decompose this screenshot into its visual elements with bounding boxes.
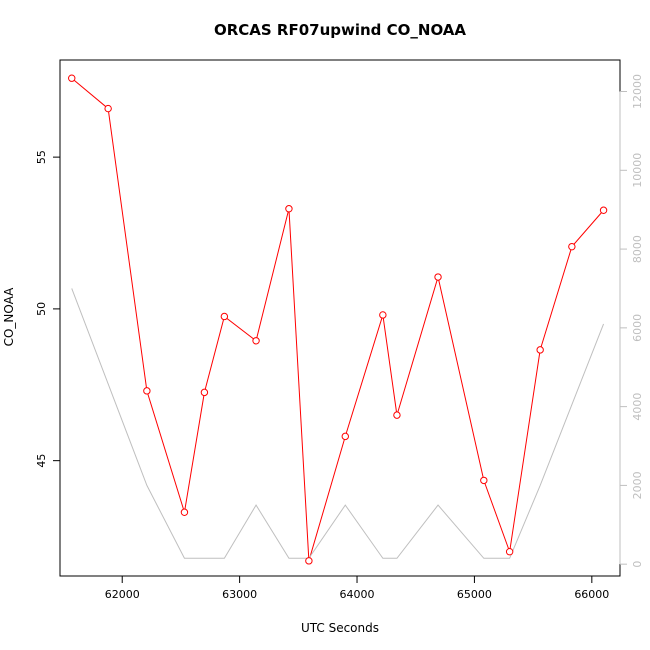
y-axis-label: CO_NOAA xyxy=(2,287,16,347)
x-axis-label: UTC Seconds xyxy=(301,621,379,635)
y2-tick-label: 12000 xyxy=(631,74,644,109)
x-tick-label: 63000 xyxy=(222,588,257,601)
data-point xyxy=(104,104,112,113)
data-point xyxy=(143,387,151,395)
y2-tick-label: 10000 xyxy=(631,153,644,188)
data-point xyxy=(536,346,544,354)
x-tick-label: 65000 xyxy=(457,588,492,601)
data-point xyxy=(252,337,260,345)
series-line-0 xyxy=(71,77,604,561)
y-tick-label: 45 xyxy=(35,454,48,468)
data-point xyxy=(305,557,313,565)
y2-tick-label: 0 xyxy=(631,561,644,568)
data-point xyxy=(393,411,401,419)
data-point xyxy=(505,548,514,556)
chart-title: ORCAS RF07upwind CO_NOAA xyxy=(214,21,466,39)
data-point xyxy=(341,432,349,441)
data-point xyxy=(379,311,387,319)
data-point xyxy=(568,242,576,251)
data-point xyxy=(68,74,76,82)
data-point xyxy=(480,476,488,485)
y-tick-label: 55 xyxy=(35,150,48,164)
series-line-1 xyxy=(71,288,605,559)
axes: 62000 63000 64000 65000 66000 45 50 55 0 2000 4000… xyxy=(35,74,644,601)
data-point xyxy=(200,388,209,397)
data-point xyxy=(285,205,293,213)
x-tick-label: 62000 xyxy=(105,588,140,601)
data-point xyxy=(180,508,189,516)
x-tick-label: 66000 xyxy=(574,588,609,601)
y2-tick-label: 2000 xyxy=(631,471,644,499)
y2-tick-label: 6000 xyxy=(631,314,644,342)
series-layer xyxy=(68,74,608,565)
data-point xyxy=(434,273,442,281)
data-point xyxy=(599,206,608,214)
y-tick-label: 50 xyxy=(35,302,48,316)
x-tick-label: 64000 xyxy=(340,588,375,601)
data-point xyxy=(220,312,229,321)
y2-tick-label: 8000 xyxy=(631,235,644,263)
y2-tick-label: 4000 xyxy=(631,393,644,421)
